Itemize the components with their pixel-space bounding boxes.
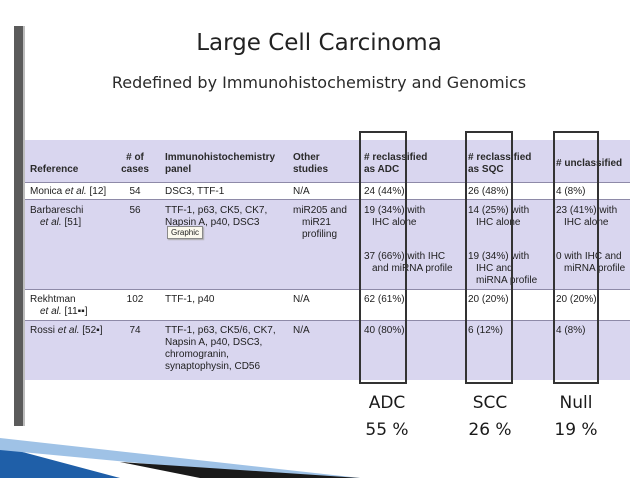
summary-scc-label: SCC [472, 393, 508, 413]
header-adc-line1: # reclassified [364, 152, 428, 163]
table-cell-cases: 56 [129, 205, 141, 216]
swoosh-blue [0, 446, 120, 478]
header-reference: Reference [30, 164, 79, 175]
header-divider [25, 182, 630, 183]
header-sqc-line1: # reclassified [468, 152, 532, 163]
table-cell-cases: 102 [126, 294, 144, 305]
table-row-reference: Rossi et al. [52▪] [30, 325, 103, 336]
summary-adc-value: 55 % [365, 420, 409, 440]
table-cell-sqc: IHC and [476, 263, 513, 274]
table-cell-adc: 40 (80%) [364, 325, 405, 336]
table-cell-unclassified: miRNA profile [564, 263, 626, 274]
table-cell-panel: DSC3, TTF-1 [165, 186, 225, 197]
table-cell-adc: 37 (66%) with IHC [364, 251, 446, 262]
table-cell-sqc: 26 (48%) [468, 186, 509, 197]
slide-left-accent-highlight [23, 26, 25, 426]
row-band-barbareschi [25, 199, 630, 289]
graphic-tooltip: Graphic [167, 226, 204, 239]
table-cell-unclassified: 0 with IHC and [556, 251, 622, 262]
table-cell-panel: synaptophysin, CD56 [165, 361, 261, 372]
table-cell-sqc: 14 (25%) with [468, 205, 530, 216]
table-cell-other: miR205 and [293, 205, 347, 216]
header-unclassified: # unclassified [556, 158, 623, 169]
header-other-line2: studies [293, 164, 329, 175]
table-cell-sqc: IHC alone [476, 217, 521, 228]
row-divider [25, 199, 630, 200]
swoosh-light-blue [0, 438, 360, 478]
header-ihc-line1: Immunohistochemistry [165, 152, 276, 163]
table-cell-cases: 54 [129, 186, 141, 197]
table-cell-sqc: 20 (20%) [468, 294, 509, 305]
sqc-column-highlight-box [465, 131, 513, 384]
slide-subtitle: Redefined by Immunohistochemistry and Ge… [111, 73, 527, 92]
table-cell-other: N/A [293, 186, 310, 197]
header-sqc-line2: as SQC [468, 164, 504, 175]
table-row-reference-line1: Rekhtman [30, 294, 76, 305]
table-cell-other: miR21 [302, 217, 331, 228]
adc-column-highlight-box [359, 131, 407, 384]
header-adc-line2: as ADC [364, 164, 400, 175]
table-cell-adc: IHC alone [372, 217, 417, 228]
table-cell-sqc: 6 (12%) [468, 325, 504, 336]
table-cell-panel: TTF-1, p40 [165, 294, 215, 305]
table-row-reference-line2: et al. [51] [40, 217, 82, 228]
table-cell-other: N/A [293, 294, 310, 305]
summary-scc-value: 26 % [468, 420, 512, 440]
table-cell-adc: 24 (44%) [364, 186, 405, 197]
table-cell-sqc: 19 (34%) with [468, 251, 530, 262]
swoosh-dark [120, 462, 360, 478]
table-cell-unclassified: 4 (8%) [556, 186, 586, 197]
table-row-reference-line2: et al. [11▪▪] [40, 306, 88, 317]
table-cell-sqc: miRNA profile [476, 275, 538, 286]
summary-null-label: Null [559, 393, 593, 413]
table-cell-other: profiling [302, 229, 338, 240]
table-cell-unclassified: 23 (41%) with [556, 205, 618, 216]
row-divider [25, 289, 630, 290]
table-cell-other: N/A [293, 325, 310, 336]
summary-null-value: 19 % [554, 420, 598, 440]
header-other-line1: Other [293, 152, 320, 163]
table-cell-panel: chromogranin, [165, 349, 229, 360]
table-row-reference-line1: Barbareschi [30, 205, 84, 216]
header-cases-line1: # of [126, 152, 144, 163]
table-cell-unclassified: IHC alone [564, 217, 609, 228]
unclassified-column-highlight-box [553, 131, 599, 384]
table-cell-unclassified: 4 (8%) [556, 325, 586, 336]
table-cell-unclassified: 20 (20%) [556, 294, 597, 305]
table-cell-adc: 62 (61%) [364, 294, 405, 305]
header-band [25, 140, 630, 182]
table-cell-panel: TTF-1, p63, CK5/6, CK7, [165, 325, 276, 336]
table-cell-adc: 19 (34%) with [364, 205, 426, 216]
header-cases-line2: cases [121, 164, 149, 175]
table-row-reference: Monica et al. [12] [30, 186, 107, 197]
table-cell-panel: Napsin A, p40, DSC3, [165, 337, 263, 348]
row-band-rossi [25, 320, 630, 380]
table-cell-panel: Napsin A, p40, DSC3 [165, 217, 260, 228]
table-cell-cases: 74 [129, 325, 141, 336]
slide-left-accent-bar [14, 26, 23, 426]
summary-adc-label: ADC [368, 393, 406, 413]
decorative-swoosh [0, 438, 360, 478]
table-cell-panel: TTF-1, p63, CK5, CK7, [165, 205, 268, 216]
slide-title: Large Cell Carcinoma [196, 30, 442, 56]
table-cell-adc: and miRNA profile [372, 263, 453, 274]
row-divider [25, 320, 630, 321]
header-ihc-line2: panel [165, 164, 192, 175]
